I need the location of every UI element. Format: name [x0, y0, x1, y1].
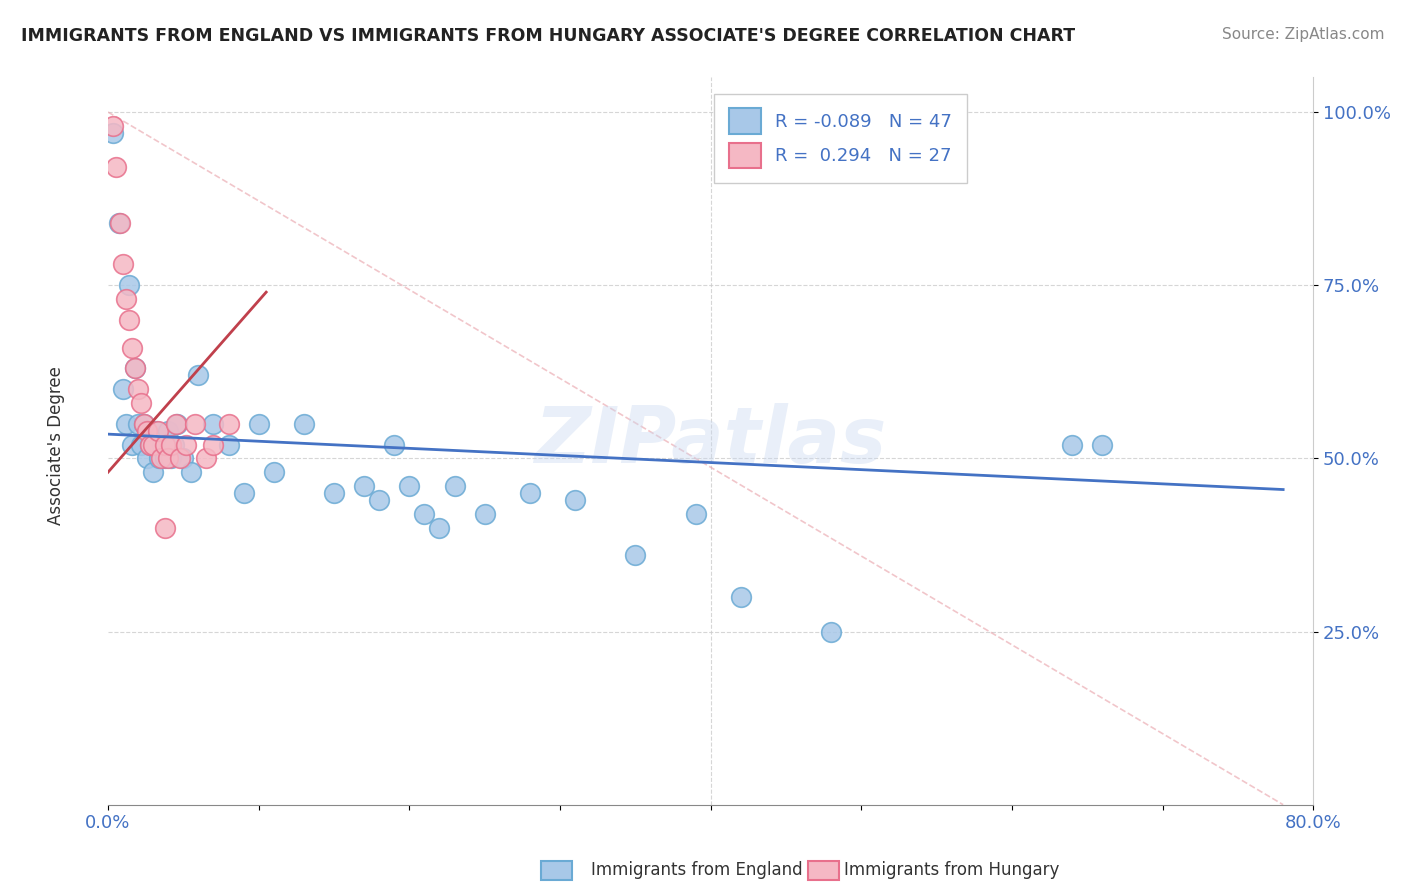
Point: [443, 479, 465, 493]
Text: Associate's Degree: Associate's Degree: [48, 367, 65, 525]
Point: [112, 382, 135, 396]
Point: [104, 161, 127, 175]
Point: [1062, 437, 1084, 451]
Point: [820, 624, 842, 639]
Point: [127, 417, 149, 431]
Point: [134, 417, 156, 431]
Point: [157, 451, 180, 466]
Point: [202, 437, 225, 451]
Point: [519, 486, 541, 500]
Point: [160, 437, 183, 451]
Point: [263, 465, 285, 479]
Point: [194, 451, 217, 466]
Point: [382, 437, 405, 451]
Point: [121, 437, 143, 451]
Point: [1091, 437, 1114, 451]
Point: [176, 437, 198, 451]
Point: [136, 451, 159, 466]
Point: [155, 437, 177, 451]
Point: [148, 451, 170, 466]
Point: [218, 417, 240, 431]
Point: [353, 479, 375, 493]
Text: Immigrants from Hungary: Immigrants from Hungary: [844, 861, 1059, 879]
Point: [166, 417, 188, 431]
Point: [165, 417, 187, 431]
Point: [564, 492, 586, 507]
Point: [124, 361, 146, 376]
Point: [232, 486, 254, 500]
Text: IMMIGRANTS FROM ENGLAND VS IMMIGRANTS FROM HUNGARY ASSOCIATE'S DEGREE CORRELATIO: IMMIGRANTS FROM ENGLAND VS IMMIGRANTS FR…: [21, 27, 1076, 45]
Point: [139, 437, 162, 451]
Point: [368, 492, 391, 507]
Point: [429, 521, 451, 535]
Point: [146, 424, 169, 438]
Point: [187, 368, 209, 383]
Point: [163, 437, 186, 451]
Point: [160, 451, 183, 466]
Point: [121, 341, 143, 355]
Point: [149, 451, 172, 466]
Point: [115, 417, 138, 431]
Point: [172, 451, 194, 466]
Point: [292, 417, 315, 431]
Text: Immigrants from England: Immigrants from England: [591, 861, 803, 879]
Point: [101, 119, 124, 133]
Point: [136, 424, 159, 438]
Point: [107, 216, 129, 230]
Point: [134, 417, 156, 431]
Point: [247, 417, 270, 431]
Legend: R = -0.089   N = 47, R =  0.294   N = 27: R = -0.089 N = 47, R = 0.294 N = 27: [714, 94, 967, 183]
Point: [730, 590, 752, 604]
Point: [685, 507, 707, 521]
Point: [169, 451, 191, 466]
Point: [118, 278, 141, 293]
Point: [124, 361, 146, 376]
Point: [115, 292, 138, 306]
Text: Source: ZipAtlas.com: Source: ZipAtlas.com: [1222, 27, 1385, 42]
Point: [118, 313, 141, 327]
Point: [413, 507, 436, 521]
Point: [155, 521, 177, 535]
Point: [155, 451, 177, 466]
Point: [142, 465, 165, 479]
Point: [202, 417, 225, 431]
Point: [624, 549, 647, 563]
Point: [323, 486, 346, 500]
Point: [184, 417, 207, 431]
Point: [157, 424, 180, 438]
Point: [150, 437, 173, 451]
Point: [127, 382, 149, 396]
Point: [474, 507, 496, 521]
Point: [145, 424, 167, 438]
Point: [139, 437, 162, 451]
Point: [218, 437, 240, 451]
Point: [180, 465, 202, 479]
Point: [129, 396, 152, 410]
Point: [101, 126, 124, 140]
Point: [108, 216, 131, 230]
Point: [142, 437, 165, 451]
Point: [112, 257, 135, 271]
Text: ZIPatlas: ZIPatlas: [534, 403, 887, 479]
Point: [398, 479, 420, 493]
Point: [129, 437, 152, 451]
